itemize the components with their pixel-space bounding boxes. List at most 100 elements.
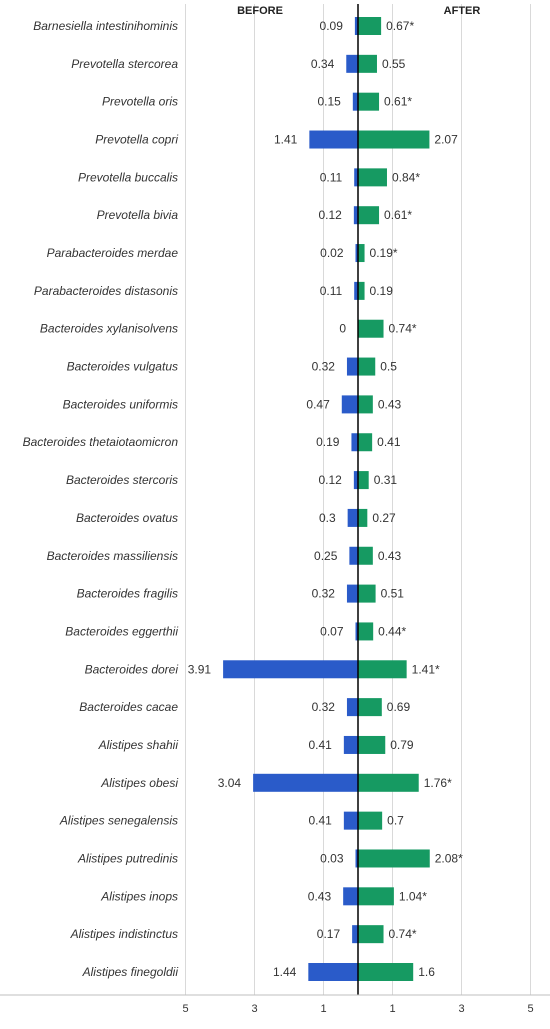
before-header: BEFORE [237,5,283,17]
before-value-label: 0.47 [306,397,330,411]
after-bar [358,281,365,300]
after-value-label: 0.41 [377,435,401,449]
before-value-label: 0.02 [320,246,344,260]
after-value-label: 1.04* [399,889,427,903]
after-bar [358,963,414,981]
before-value-label: 0.09 [320,19,344,33]
after-value-label: 0.74* [389,927,417,941]
before-value-label: 0.03 [320,851,344,865]
category-label: Bacteroides ovatus [76,511,178,525]
before-bar [343,887,358,906]
before-bar [346,357,358,376]
after-bar [358,357,376,376]
after-bar [358,925,384,944]
category-label: Parabacteroides distasonis [34,284,178,298]
after-value-label: 1.76* [424,776,452,790]
after-bar [358,395,373,414]
after-value-label: 0.69 [387,700,411,714]
before-bar [355,849,358,868]
category-label: Prevotella bivia [97,208,179,222]
after-value-label: 1.6 [418,965,435,979]
after-bar [358,849,430,868]
before-value-label: 3.91 [188,662,212,676]
category-label: Bacteroides vulgatus [67,360,178,374]
before-value-label: 0.17 [317,927,341,941]
after-value-label: 0.27 [372,511,396,525]
after-value-label: 2.08* [435,851,463,865]
category-label: Prevotella oris [102,95,178,109]
after-header: AFTER [444,5,481,17]
x-tick-label: 5 [527,1003,533,1015]
before-value-label: 1.44 [273,965,297,979]
category-label: Bacteroides dorei [85,662,179,676]
category-label: Barnesiella intestinihominis [33,19,178,33]
after-value-label: 0.79 [390,738,414,752]
x-tick-label: 1 [320,1003,326,1015]
category-label: Prevotella stercorea [71,57,178,71]
after-value-label: 0.31 [374,473,398,487]
before-value-label: 0.32 [312,360,336,374]
before-bar [354,281,358,300]
category-labels: Barnesiella intestinihominis Prevotella s… [23,19,179,979]
before-value-label: 0.3 [319,511,336,525]
category-label: Bacteroides thetaiotaomicron [23,435,179,449]
after-bar [358,584,376,603]
before-bar [309,130,358,149]
after-bar [358,546,373,565]
before-bar [346,584,358,603]
after-value-label: 0.44* [378,624,406,638]
category-label: Alistipes obesi [100,776,178,790]
before-value-label: 0.32 [312,700,336,714]
x-tick-label: 3 [458,1003,464,1015]
category-label: Bacteroides eggerthii [65,624,178,638]
after-bar [358,244,365,263]
before-value-label: 0.32 [312,587,336,601]
after-bar [358,508,368,527]
before-value-label: 1.41 [274,133,298,147]
after-value-label: 1.41* [412,662,440,676]
after-bar [358,168,387,187]
category-label: Parabacteroides merdae [47,246,179,260]
after-bar [358,433,373,452]
before-value-label: 0.25 [314,549,338,563]
before-bar [349,546,358,565]
before-bar [343,811,358,830]
after-bar [358,735,386,754]
after-value-label: 0.43 [378,397,402,411]
before-bar [354,168,358,187]
after-bar [358,698,382,717]
after-value-label: 0.61* [384,95,412,109]
x-axis-ticks: 5 3 1 1 3 5 [182,1003,533,1015]
category-label: Alistipes shahii [98,738,179,752]
after-value-label: 0.43 [378,549,402,563]
before-bar [355,244,358,263]
before-value-label: 0.43 [308,889,332,903]
after-bar [358,130,430,149]
before-value-label: 0.34 [311,57,335,71]
category-label: Bacteroides fragilis [77,587,178,601]
before-bar [352,92,358,111]
value-labels: 0.09 0.67* 0.34 0.55 0.15 0.61* 1.41 2.07 0.11 0.… [188,19,463,979]
before-bar [343,735,358,754]
before-bar [223,660,358,679]
before-bar [353,206,358,225]
category-label: Alistipes putredinis [77,851,178,865]
after-value-label: 0.19* [370,246,398,260]
after-value-label: 0.19 [370,284,394,298]
after-bar [358,92,380,111]
after-value-label: 0.55 [382,57,406,71]
before-value-label: 0.12 [319,473,343,487]
category-label: Bacteroides cacae [79,700,178,714]
x-tick-label: 5 [182,1003,188,1015]
category-label: Bacteroides uniformis [63,397,178,411]
before-bar [347,508,358,527]
after-value-label: 0.5 [380,360,397,374]
after-bar [358,54,377,73]
before-value-label: 0.19 [316,435,340,449]
before-bar [346,54,358,73]
category-label: Bacteroides massiliensis [47,549,178,563]
before-value-label: 3.04 [218,776,242,790]
after-value-label: 2.07 [434,133,458,147]
after-value-label: 0.84* [392,170,420,184]
before-bar [355,622,358,641]
